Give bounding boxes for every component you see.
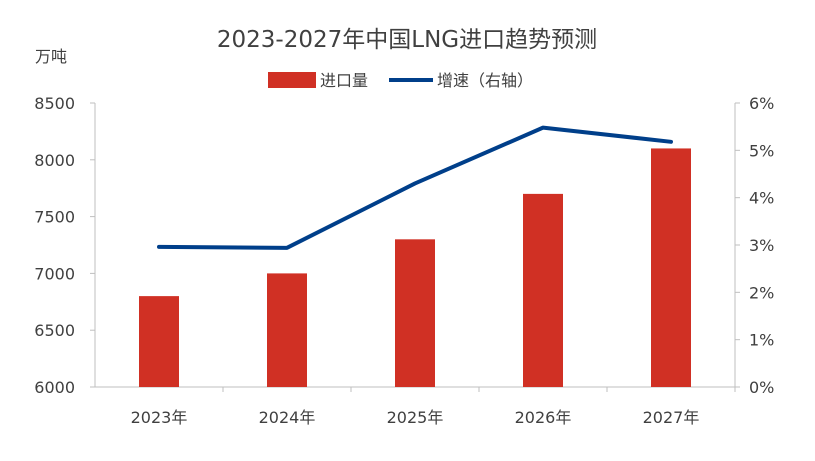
y-tick-label: 6500 (34, 321, 75, 340)
x-tick-label: 2025年 (387, 408, 444, 427)
y-axis-label: 万吨 (35, 47, 67, 66)
y-tick-label: 6000 (34, 378, 75, 397)
x-tick-label: 2023年 (131, 408, 188, 427)
y2-tick-label: 4% (749, 189, 774, 208)
legend: 进口量 增速（右轴） (268, 71, 533, 90)
x-tick-label: 2024年 (259, 408, 316, 427)
y-tick-label: 8500 (34, 94, 75, 113)
chart-title: 2023-2027年中国LNG进口趋势预测 (217, 27, 597, 53)
x-tick-label: 2027年 (643, 408, 700, 427)
y2-tick-label: 1% (749, 331, 774, 350)
y-tick-label: 7000 (34, 264, 75, 283)
bar (651, 148, 691, 387)
legend-bar-label: 进口量 (320, 71, 368, 90)
x-tick-label: 2026年 (515, 408, 572, 427)
y2-tick-label: 5% (749, 141, 774, 160)
y2-tick-label: 0% (749, 378, 774, 397)
y-tick-label: 7500 (34, 208, 75, 227)
y2-tick-label: 6% (749, 94, 774, 113)
bar (267, 273, 307, 387)
bar (395, 239, 435, 387)
bar (523, 193, 563, 387)
legend-line-label: 增速（右轴） (437, 71, 533, 90)
y2-tick-label: 3% (749, 236, 774, 255)
y-tick-label: 8000 (34, 151, 75, 170)
bar (139, 296, 179, 387)
growth-line (157, 125, 673, 250)
y2-tick-label: 2% (749, 283, 774, 302)
legend-bar-swatch (268, 72, 316, 88)
